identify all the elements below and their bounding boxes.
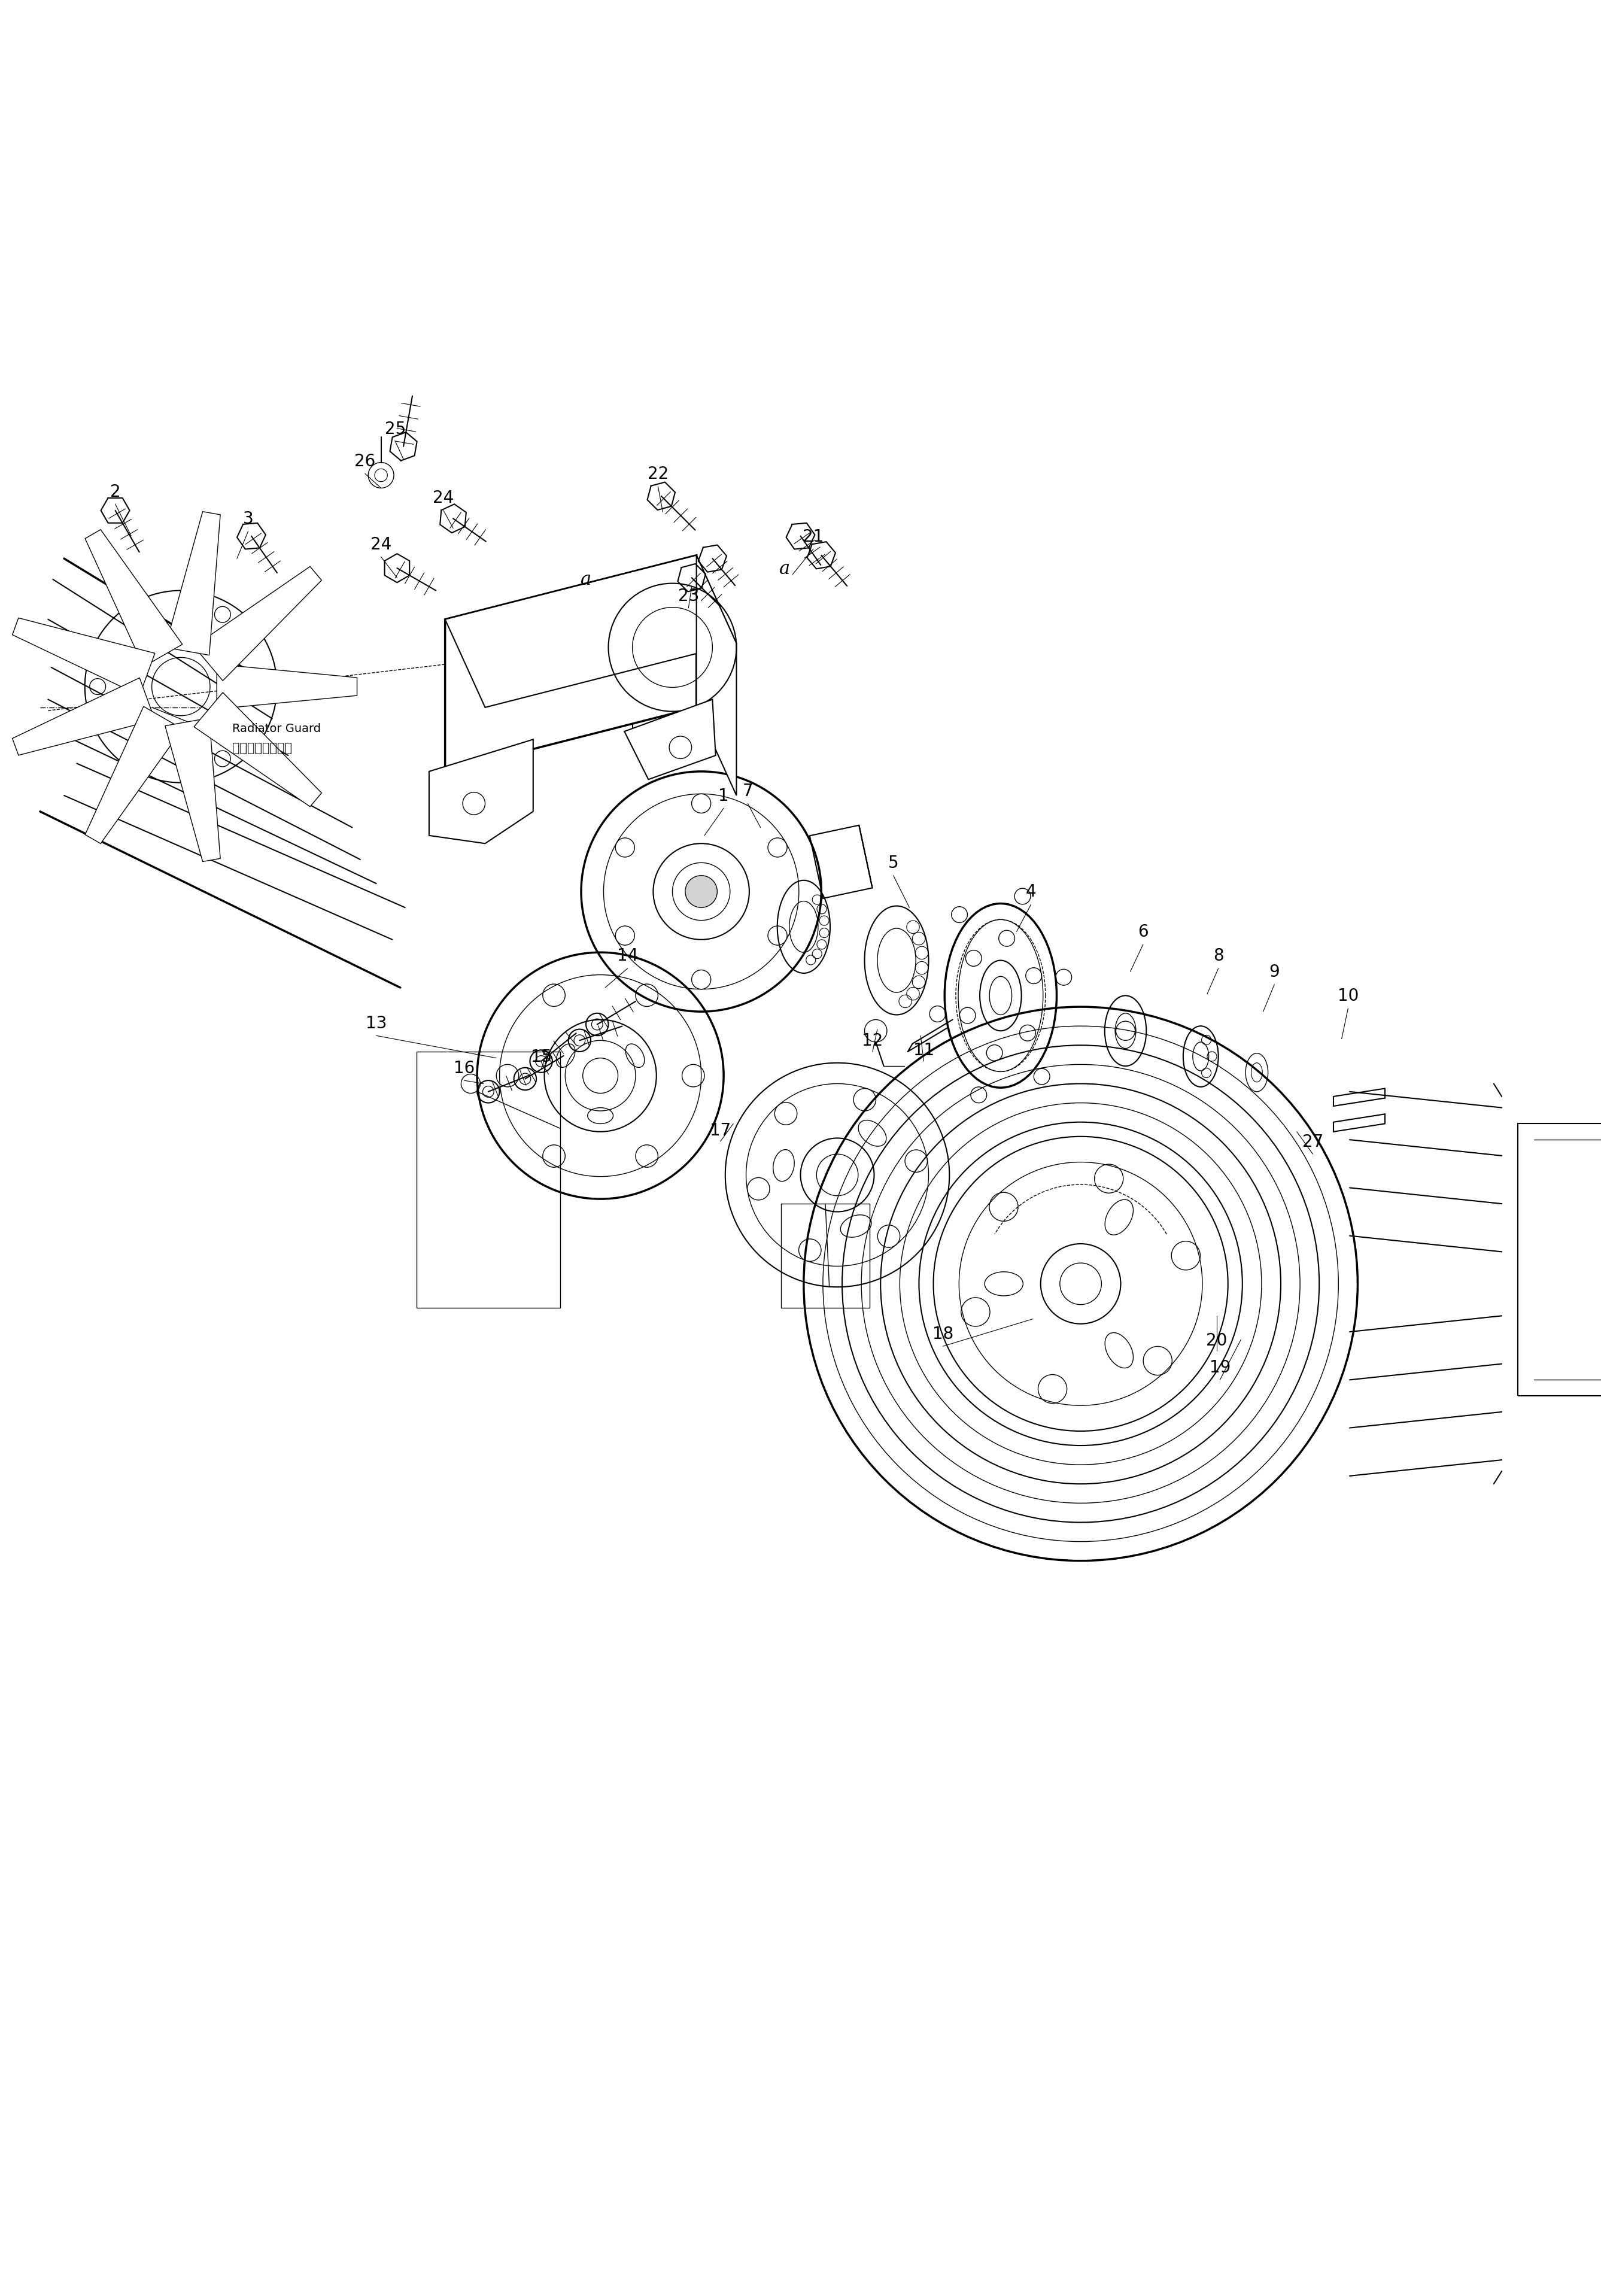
Polygon shape (194, 693, 322, 808)
Polygon shape (429, 739, 533, 845)
Text: 18: 18 (932, 1325, 954, 1343)
Text: a: a (780, 560, 789, 579)
Text: 4: 4 (1026, 884, 1036, 900)
Text: 2: 2 (110, 484, 120, 501)
Polygon shape (194, 567, 322, 682)
Text: 15: 15 (530, 1049, 552, 1065)
Text: 8: 8 (1214, 948, 1223, 964)
Text: 25: 25 (384, 420, 407, 439)
Polygon shape (13, 618, 155, 696)
Text: 24: 24 (370, 537, 392, 553)
Polygon shape (445, 556, 736, 707)
Circle shape (653, 845, 749, 939)
Circle shape (685, 875, 717, 907)
Polygon shape (85, 707, 183, 845)
Polygon shape (13, 677, 155, 755)
Polygon shape (216, 664, 357, 709)
Text: 7: 7 (743, 783, 752, 799)
Text: 11: 11 (913, 1042, 935, 1058)
Text: 24: 24 (432, 489, 455, 507)
Text: Radiator Guard: Radiator Guard (232, 723, 320, 735)
Text: 13: 13 (365, 1015, 387, 1031)
Text: 12: 12 (861, 1033, 884, 1049)
Text: 1: 1 (719, 788, 728, 804)
Polygon shape (85, 530, 183, 668)
Text: 27: 27 (1302, 1134, 1324, 1150)
Text: 5: 5 (889, 854, 898, 872)
Text: 22: 22 (647, 466, 669, 482)
Text: 19: 19 (1209, 1359, 1231, 1375)
Text: 23: 23 (677, 588, 700, 604)
Polygon shape (165, 719, 221, 861)
Text: 10: 10 (1337, 987, 1359, 1003)
Text: 17: 17 (709, 1123, 732, 1139)
Bar (781, 1203, 869, 1309)
Text: 26: 26 (354, 452, 376, 471)
Circle shape (672, 863, 730, 921)
Text: 16: 16 (453, 1058, 475, 1077)
Polygon shape (624, 700, 716, 781)
Text: ラジエータガード: ラジエータガード (232, 742, 291, 753)
Text: 3: 3 (243, 510, 253, 528)
Bar (416, 1052, 560, 1309)
Text: 21: 21 (802, 528, 825, 544)
Polygon shape (696, 556, 736, 797)
Polygon shape (165, 512, 221, 657)
Polygon shape (445, 556, 696, 771)
Text: 14: 14 (616, 948, 639, 964)
Text: 6: 6 (1138, 923, 1148, 941)
Text: 20: 20 (1206, 1332, 1228, 1348)
Text: a: a (581, 569, 591, 590)
Bar (1518, 1125, 1601, 1396)
Text: 9: 9 (1270, 964, 1279, 980)
